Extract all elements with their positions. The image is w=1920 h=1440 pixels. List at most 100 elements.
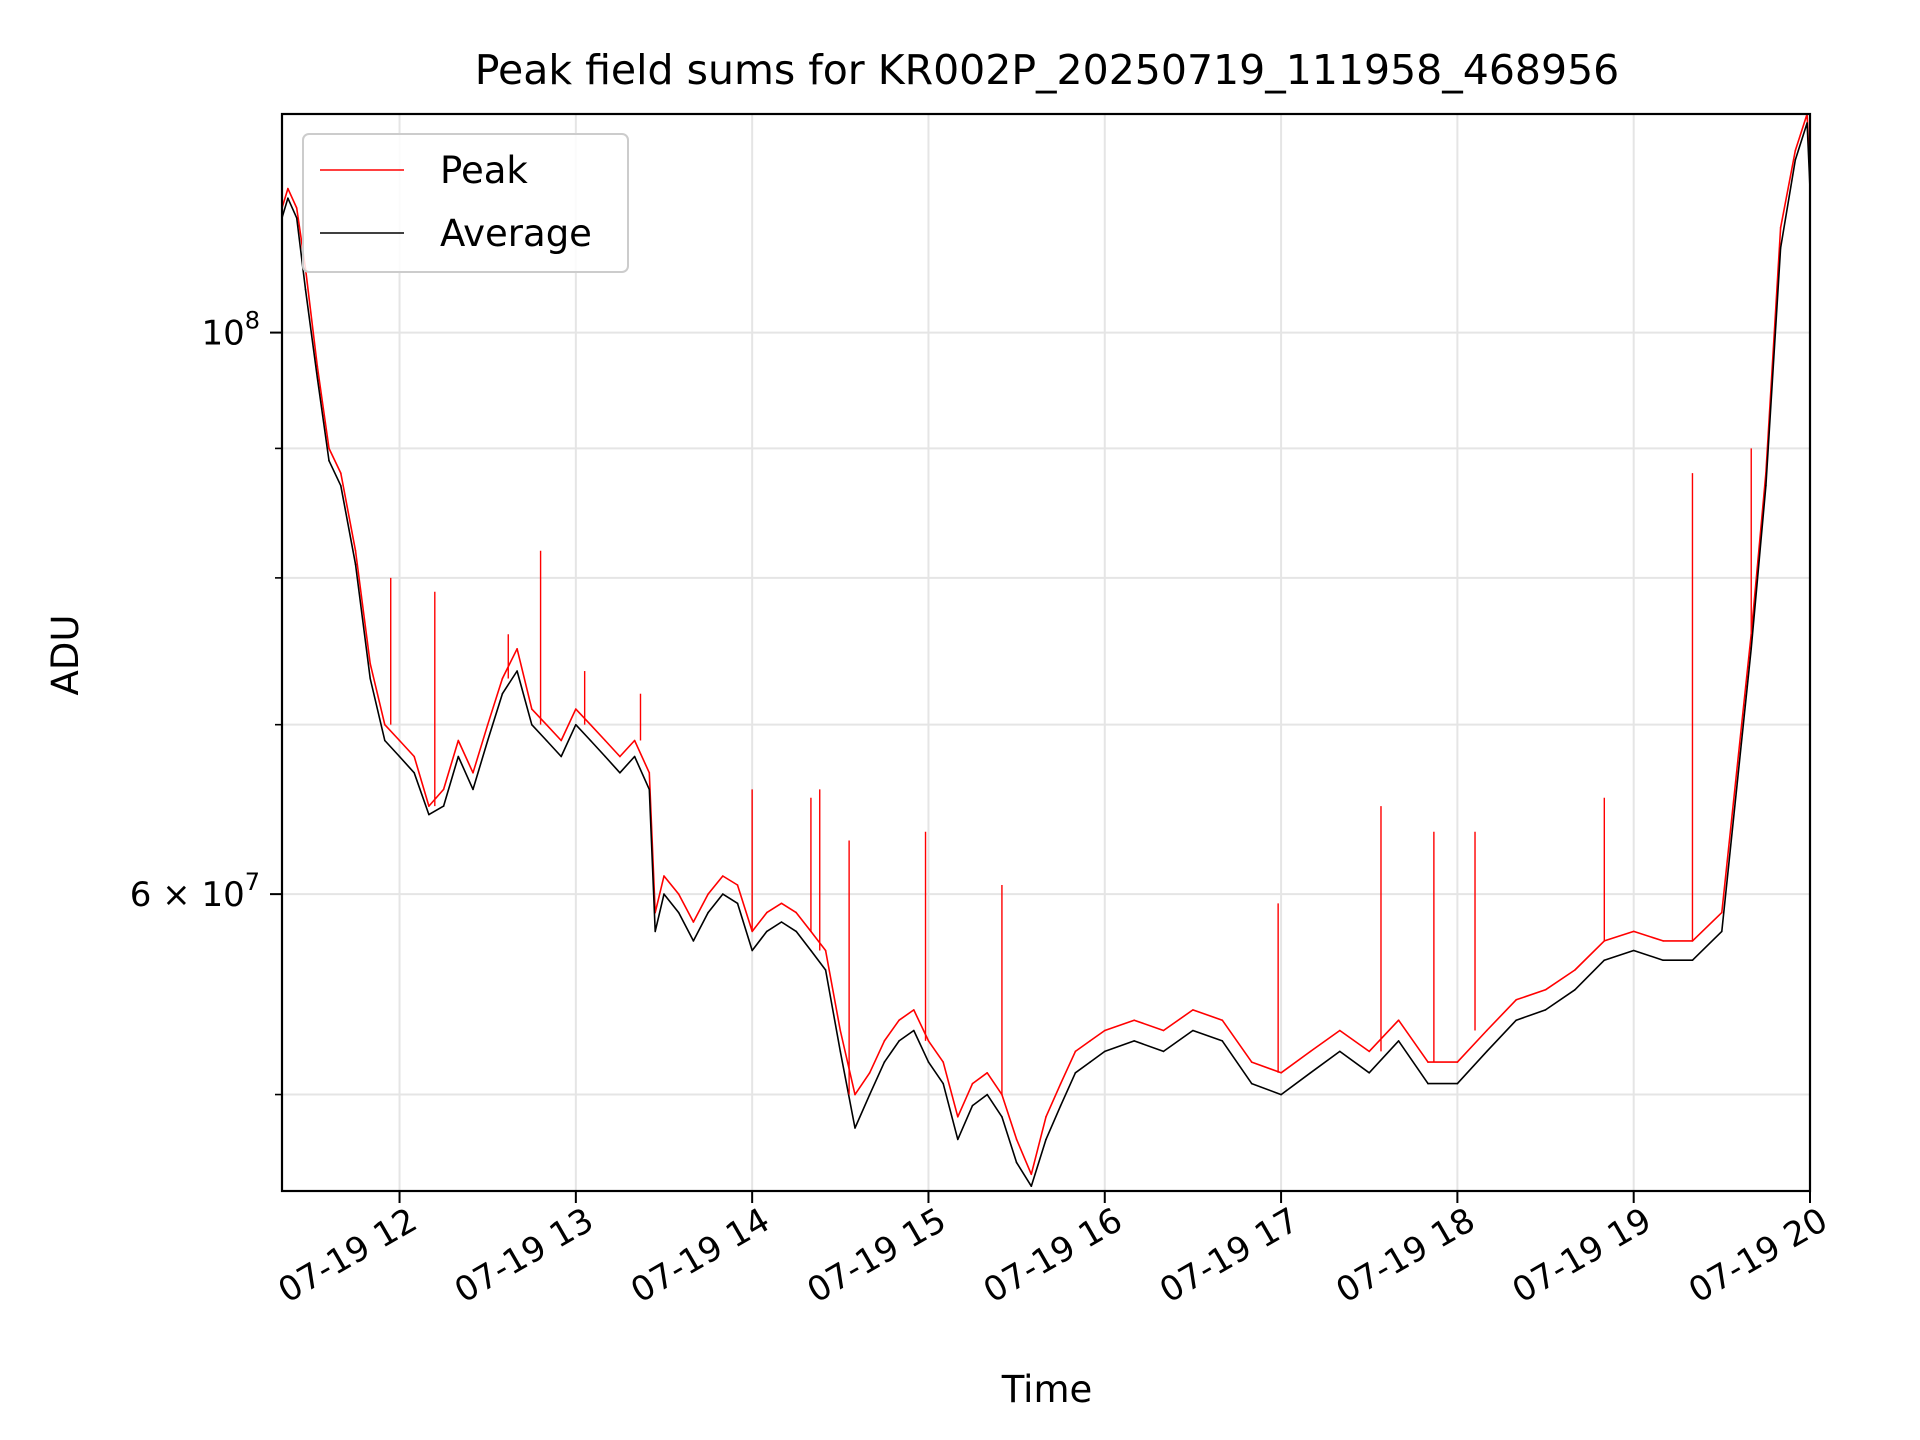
x-tick-label: 07-19 12 bbox=[272, 1200, 424, 1311]
data-point-average bbox=[340, 484, 342, 487]
data-point-average bbox=[457, 755, 460, 758]
data-point-peak bbox=[428, 805, 430, 807]
data-point-average bbox=[1632, 949, 1635, 952]
data-point-average bbox=[957, 1138, 959, 1141]
data-point-peak bbox=[501, 677, 504, 680]
data-point-average bbox=[1221, 1040, 1224, 1042]
data-point-average bbox=[868, 1093, 871, 1096]
data-point-peak bbox=[516, 648, 518, 650]
series-layer bbox=[281, 113, 1811, 1187]
x-tick-label: 07-19 14 bbox=[624, 1200, 776, 1311]
data-point-average bbox=[442, 805, 445, 807]
data-point-peak bbox=[927, 1040, 930, 1042]
data-point-peak bbox=[486, 723, 489, 726]
data-point-peak bbox=[1632, 930, 1635, 933]
data-point-average bbox=[619, 772, 621, 774]
data-point-peak bbox=[1662, 940, 1664, 942]
data-point-average bbox=[604, 755, 606, 758]
data-point-average bbox=[1089, 1061, 1091, 1063]
chart-title: Peak field sums for KR002P_20250719_1119… bbox=[475, 46, 1620, 94]
data-point-average bbox=[971, 1104, 974, 1107]
data-point-average bbox=[1250, 1082, 1253, 1085]
data-point-peak bbox=[839, 1029, 842, 1032]
data-point-average bbox=[545, 739, 548, 742]
data-point-average bbox=[839, 1050, 842, 1053]
data-point-peak bbox=[295, 207, 298, 209]
x-tick-label: 07-19 13 bbox=[448, 1200, 600, 1311]
data-point-average bbox=[1603, 959, 1606, 961]
data-point-peak bbox=[1544, 989, 1547, 991]
data-point-average bbox=[1574, 989, 1576, 991]
data-point-average bbox=[913, 1029, 915, 1032]
data-point-average bbox=[692, 940, 695, 942]
y-tick-exponent: 8 bbox=[245, 307, 260, 335]
data-point-peak bbox=[677, 893, 680, 895]
data-point-peak bbox=[942, 1061, 944, 1063]
data-point-average bbox=[287, 197, 289, 199]
data-point-peak bbox=[722, 875, 724, 877]
y-tick-base: 10 bbox=[201, 875, 244, 915]
data-point-average bbox=[1779, 247, 1782, 249]
data-point-peak bbox=[780, 902, 783, 905]
data-point-average bbox=[1662, 959, 1664, 961]
data-point-average bbox=[1030, 1185, 1033, 1187]
legend-label-peak: Peak bbox=[440, 149, 528, 192]
data-point-peak bbox=[589, 723, 592, 726]
data-point-average bbox=[428, 813, 430, 816]
data-point-peak bbox=[1427, 1061, 1429, 1063]
data-point-average bbox=[1133, 1040, 1135, 1042]
data-point-peak bbox=[1721, 911, 1723, 914]
data-point-peak bbox=[287, 187, 289, 190]
x-tick-label: 07-19 19 bbox=[1506, 1200, 1658, 1311]
data-point-average bbox=[810, 949, 812, 952]
data-point-peak bbox=[1059, 1082, 1062, 1085]
data-point-average bbox=[663, 893, 665, 895]
data-point-average bbox=[633, 755, 636, 758]
data-point-average bbox=[1280, 1093, 1282, 1096]
data-point-peak bbox=[1368, 1050, 1370, 1053]
data-point-average bbox=[883, 1061, 886, 1063]
data-point-average bbox=[354, 563, 357, 565]
data-point-average bbox=[1309, 1072, 1312, 1074]
data-point-average bbox=[927, 1061, 930, 1063]
data-point-peak bbox=[531, 708, 533, 710]
data-point-average bbox=[1397, 1040, 1400, 1042]
data-point-peak bbox=[648, 772, 651, 774]
data-point-peak bbox=[619, 755, 621, 758]
data-point-average bbox=[1339, 1050, 1341, 1053]
data-point-peak bbox=[413, 755, 416, 758]
data-point-average bbox=[501, 692, 504, 695]
x-tick-label: 07-19 16 bbox=[977, 1200, 1129, 1311]
legend-label-average: Average bbox=[440, 212, 592, 255]
data-point-average bbox=[1806, 122, 1808, 124]
data-point-peak bbox=[1339, 1029, 1341, 1032]
data-point-average bbox=[780, 921, 783, 923]
data-point-average bbox=[1721, 930, 1723, 933]
data-point-peak bbox=[1397, 1019, 1400, 1021]
plot-frame bbox=[280, 112, 1812, 1193]
data-point-peak bbox=[1192, 1009, 1194, 1011]
grid-lines bbox=[282, 114, 1811, 1191]
data-point-average bbox=[1162, 1050, 1165, 1053]
data-point-average bbox=[1015, 1161, 1018, 1164]
data-point-peak bbox=[1250, 1061, 1253, 1063]
data-point-average bbox=[824, 969, 827, 971]
data-point-average bbox=[1456, 1082, 1459, 1085]
data-point-average bbox=[486, 739, 489, 742]
data-point-average bbox=[316, 376, 319, 379]
data-point-peak bbox=[663, 875, 665, 877]
data-point-average bbox=[560, 755, 562, 758]
data-point-peak bbox=[369, 662, 372, 665]
data-point-peak bbox=[957, 1116, 959, 1118]
data-point-peak bbox=[766, 911, 768, 914]
data-point-peak bbox=[692, 921, 695, 923]
y-tick-base: 10 bbox=[201, 314, 244, 354]
data-point-average bbox=[1794, 159, 1797, 161]
data-point-average bbox=[942, 1082, 944, 1085]
data-point-peak bbox=[340, 472, 342, 474]
data-point-peak bbox=[1280, 1072, 1282, 1074]
y-tick-times: × bbox=[151, 875, 201, 915]
data-point-average bbox=[751, 949, 753, 952]
data-point-average bbox=[1368, 1072, 1370, 1074]
data-point-average bbox=[1045, 1138, 1047, 1141]
